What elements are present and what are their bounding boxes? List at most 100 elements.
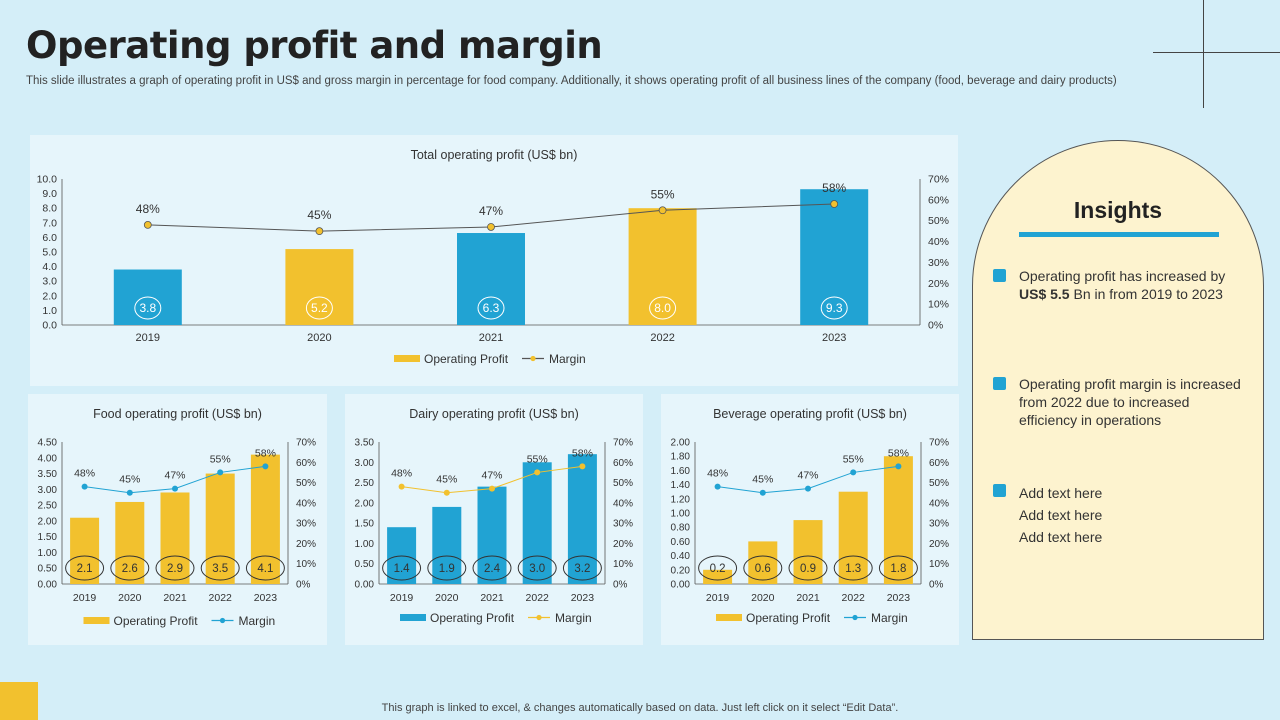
- margin-point[interactable]: [126, 489, 133, 496]
- bar-label-ring: [427, 555, 467, 581]
- y-tick-label-left: 2.0: [42, 290, 57, 302]
- bar-label-ring: [833, 555, 873, 581]
- beverage-operating-profit-chart[interactable]: Beverage operating profit (US$ bn) 0.00 0.…: [661, 394, 959, 645]
- margin-point[interactable]: [658, 206, 667, 215]
- bar-value-label: 4.1: [257, 563, 273, 575]
- food-operating-profit-chart[interactable]: Food operating profit (US$ bn) 0.00 0.50 1.…: [28, 394, 327, 645]
- page-title: Operating profit and margin: [26, 24, 603, 67]
- bar[interactable]: [457, 233, 525, 325]
- bar[interactable]: [883, 456, 913, 584]
- y-tick-label-right: 0%: [296, 580, 311, 591]
- bar[interactable]: [748, 541, 778, 584]
- margin-point[interactable]: [850, 469, 857, 476]
- margin-point[interactable]: [805, 485, 811, 492]
- y-tick-label-left: 3.00: [355, 458, 375, 469]
- legend-label: Operating Profit: [746, 611, 831, 625]
- bullet-square-icon: [993, 269, 1006, 282]
- margin-value-label: 47%: [164, 470, 185, 482]
- margin-point[interactable]: [443, 489, 450, 496]
- dairy-operating-profit-chart[interactable]: Dairy operating profit (US$ bn) 0.00 0.50 1…: [345, 394, 643, 645]
- bar[interactable]: [838, 491, 868, 584]
- total-operating-profit-chart[interactable]: Total operating profit (US$ bn) 0.0 1.0 2.0…: [30, 135, 958, 386]
- margin-value-label: 58%: [822, 181, 846, 195]
- bar[interactable]: [160, 492, 190, 584]
- bar[interactable]: [432, 506, 462, 584]
- bar-value-label: 3.8: [139, 301, 156, 315]
- margin-point[interactable]: [217, 469, 224, 476]
- y-tick-label-right: 30%: [929, 519, 949, 530]
- margin-point[interactable]: [714, 483, 721, 490]
- legend-label: Margin: [871, 611, 908, 625]
- margin-point[interactable]: [262, 463, 269, 470]
- y-tick-label-left: 0.0: [42, 320, 57, 332]
- page-subtitle: This slide illustrates a graph of operat…: [26, 75, 1117, 87]
- margin-point[interactable]: [487, 223, 495, 231]
- bullet-square-icon: [993, 377, 1006, 390]
- footer-note: This graph is linked to excel, & changes…: [381, 702, 899, 714]
- bar[interactable]: [477, 486, 507, 584]
- x-tick-label: 2023: [887, 592, 911, 604]
- y-tick-label-right: 50%: [929, 478, 949, 489]
- y-tick-label-right: 20%: [613, 539, 633, 550]
- margin-point[interactable]: [143, 220, 152, 229]
- bar-value-label: 0.2: [710, 563, 726, 575]
- insight-text-suffix: Bn in from 2019 to 2023: [1069, 286, 1223, 302]
- bar[interactable]: [205, 473, 235, 584]
- bar-value-label: 3.2: [574, 563, 590, 575]
- bar[interactable]: [70, 517, 100, 584]
- margin-point[interactable]: [172, 485, 178, 492]
- bar-label-ring: [562, 555, 602, 581]
- bar[interactable]: [793, 520, 823, 584]
- margin-value-label: 47%: [479, 204, 503, 218]
- bar[interactable]: [115, 501, 145, 584]
- bar[interactable]: [703, 569, 733, 584]
- bar[interactable]: [522, 462, 552, 584]
- x-tick-label: 2021: [480, 592, 504, 604]
- x-tick-label: 2019: [390, 592, 414, 604]
- y-tick-label-left: 0.00: [38, 580, 58, 591]
- x-tick-label: 2020: [751, 592, 775, 604]
- insight-item: Operating profit margin is increased fro…: [993, 375, 1243, 429]
- insight-line: Add text here: [1019, 529, 1103, 545]
- margin-point[interactable]: [830, 200, 839, 208]
- bar-value-label: 2.6: [122, 563, 138, 575]
- bar-value-label: 1.3: [845, 563, 861, 575]
- y-tick-label-left: 2.50: [38, 501, 58, 512]
- margin-point[interactable]: [534, 469, 541, 476]
- bar[interactable]: [628, 208, 697, 325]
- food-chart-panel: Food operating profit (US$ bn) 0.00 0.50 1.…: [28, 394, 327, 645]
- y-tick-label-left: 3.0: [42, 276, 57, 288]
- y-tick-label-left: 0.60: [671, 537, 691, 548]
- decorative-line-vertical: [1203, 0, 1204, 108]
- bar-value-label: 2.4: [484, 563, 501, 575]
- margin-point[interactable]: [579, 463, 586, 470]
- bar[interactable]: [800, 189, 869, 325]
- y-tick-label-left: 0.40: [671, 551, 691, 562]
- y-tick-label-right: 70%: [296, 438, 316, 449]
- margin-value-label: 55%: [843, 453, 864, 465]
- insights-panel: Insights Operating profit has increased …: [972, 140, 1264, 640]
- margin-point[interactable]: [895, 463, 902, 470]
- y-tick-label-left: 2.00: [671, 438, 691, 449]
- y-tick-label-left: 0.00: [671, 580, 691, 591]
- margin-point[interactable]: [398, 483, 405, 490]
- legend-line-marker: [219, 617, 226, 624]
- bar-value-label: 3.5: [212, 563, 228, 575]
- y-tick-label-right: 0%: [928, 320, 943, 332]
- margin-point[interactable]: [489, 485, 495, 492]
- y-tick-label-left: 1.50: [38, 532, 58, 543]
- margin-value-label: 48%: [391, 468, 412, 480]
- bar[interactable]: [285, 249, 354, 325]
- bar-label-ring: [649, 296, 677, 320]
- margin-value-label: 55%: [210, 453, 231, 465]
- x-tick-label: 2019: [706, 592, 730, 604]
- bar[interactable]: [250, 454, 280, 584]
- margin-point[interactable]: [759, 489, 766, 496]
- margin-point[interactable]: [315, 227, 324, 236]
- bar[interactable]: [567, 454, 597, 584]
- margin-point[interactable]: [81, 483, 88, 490]
- insight-item: Add text here Add text here Add text her…: [993, 482, 1243, 548]
- margin-value-label: 55%: [527, 453, 548, 465]
- y-tick-label-right: 50%: [928, 215, 949, 227]
- y-tick-label-right: 70%: [613, 438, 633, 449]
